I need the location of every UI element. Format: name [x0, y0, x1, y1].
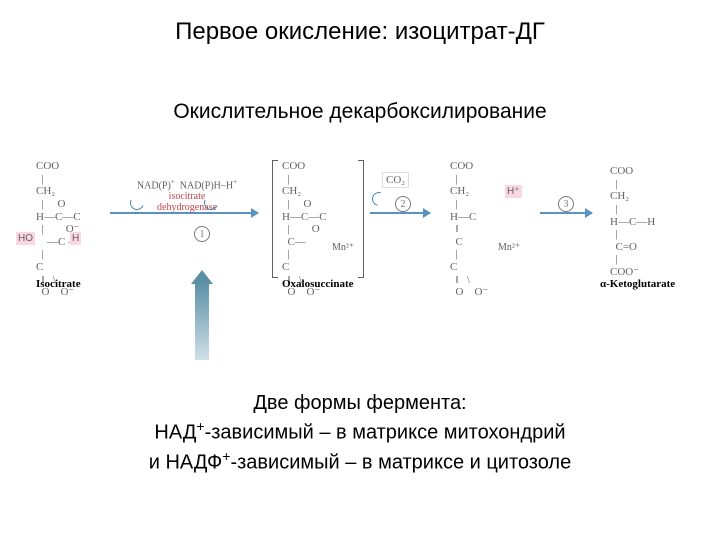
- bottom-line-1: Две формы фермента:: [0, 390, 720, 417]
- reaction-arrow-1: [370, 212, 430, 214]
- co2-release-icon: [369, 189, 388, 208]
- highlight-0: HO: [16, 232, 35, 245]
- step-circle-1: 1: [194, 226, 210, 242]
- reaction-arrow-2: [540, 212, 592, 214]
- highlight-1: H: [70, 232, 81, 245]
- molecule-label-aketoglutarate: α-Ketoglutarate: [600, 278, 675, 290]
- step-circle-2: 2: [395, 196, 411, 212]
- pointer-arrow: [195, 270, 209, 360]
- pointer-arrow-shaft: [195, 282, 209, 360]
- co2-label: CO₂: [382, 172, 409, 188]
- page-title: Первое окисление: изоцитрат-ДГ: [0, 18, 720, 46]
- highlight-2: H⁺: [505, 185, 522, 198]
- molecule-label-isocitrate: Isocitrate: [36, 278, 81, 290]
- bottom-line-3: и НАДФ+-зависимый – в матриксе и цитозол…: [0, 447, 720, 477]
- molecule-intermediate: COO | CH₂ | H—C ‖ C | C ‖ \ O O⁻: [450, 160, 488, 299]
- bracket-right: [358, 160, 364, 278]
- molecule-aketoglutarate: COO | CH₂ | H—C—H | C=O | COO⁻: [610, 165, 655, 279]
- bracket-left: [272, 160, 278, 278]
- subtitle: Окислительное декарбоксилирование: [0, 100, 720, 124]
- mn-label-1: Mn²⁺: [498, 242, 520, 253]
- reaction-diagram: COO | CH₂ | O H—C—C | O⁻ —C — | C ‖ \ O …: [0, 150, 720, 350]
- molecule-label-oxalosuccinate: Oxalosuccinate: [282, 278, 354, 290]
- step-circle-3: 3: [558, 196, 574, 212]
- bottom-line-2: НАД+-зависимый – в матриксе митохондрий: [0, 417, 720, 447]
- bottom-caption: Две формы фермента: НАД+-зависимый – в м…: [0, 390, 720, 476]
- mn-label-0: Mn²⁺: [332, 242, 354, 253]
